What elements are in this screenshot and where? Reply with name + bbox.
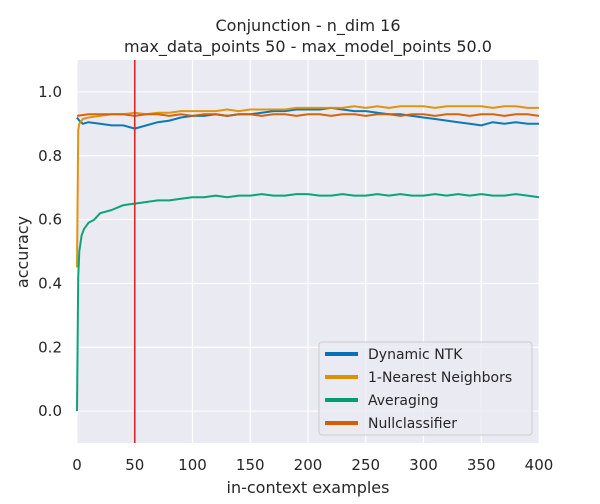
y-tick-label: 0.4 <box>38 274 62 292</box>
x-tick-label: 50 <box>125 456 144 474</box>
series-line-averaging <box>76 193 540 412</box>
legend-label: Nullclassifier <box>368 416 457 432</box>
chart-title-line-1: Conjunction - n_dim 16 <box>216 16 401 36</box>
x-tick-label: 350 <box>467 456 496 474</box>
x-tick-label: 0 <box>72 456 82 474</box>
legend-box <box>318 341 533 436</box>
legend-item-dynamic-ntk: Dynamic NTK <box>325 347 463 363</box>
y-tick-labels: 0.0 0.2 0.4 0.6 0.8 1.0 <box>38 83 62 420</box>
legend-label: 1-Nearest Neighbors <box>368 370 512 386</box>
x-tick-label: 250 <box>351 456 380 474</box>
y-tick-label: 0.0 <box>38 402 62 420</box>
legend-item-nullclassifier: Nullclassifier <box>325 416 457 432</box>
legend-item-1-nearest-neighbors: 1-Nearest Neighbors <box>325 370 512 386</box>
y-tick-label: 0.8 <box>38 147 62 165</box>
y-tick-label: 1.0 <box>38 83 62 101</box>
x-tick-label: 100 <box>178 456 207 474</box>
y-axis-label: accuracy <box>13 216 32 288</box>
x-tick-label: 150 <box>236 456 265 474</box>
x-tick-label: 200 <box>294 456 323 474</box>
y-tick-label: 0.6 <box>38 211 62 229</box>
x-tick-label: 300 <box>409 456 438 474</box>
x-tick-label: 400 <box>525 456 554 474</box>
legend-label: Averaging <box>368 393 439 409</box>
legend: Dynamic NTK 1-Nearest Neighbors Averagin… <box>318 341 533 436</box>
x-tick-labels: 0 50 100 150 200 250 300 350 400 <box>72 456 553 474</box>
legend-item-averaging: Averaging <box>325 393 439 409</box>
x-axis-label: in-context examples <box>227 478 390 497</box>
legend-label: Dynamic NTK <box>368 347 463 363</box>
series-line-nullclassifier <box>76 113 540 117</box>
chart-title-line-2: max_data_points 50 - max_model_points 50… <box>124 37 492 57</box>
y-tick-label: 0.2 <box>38 338 62 356</box>
